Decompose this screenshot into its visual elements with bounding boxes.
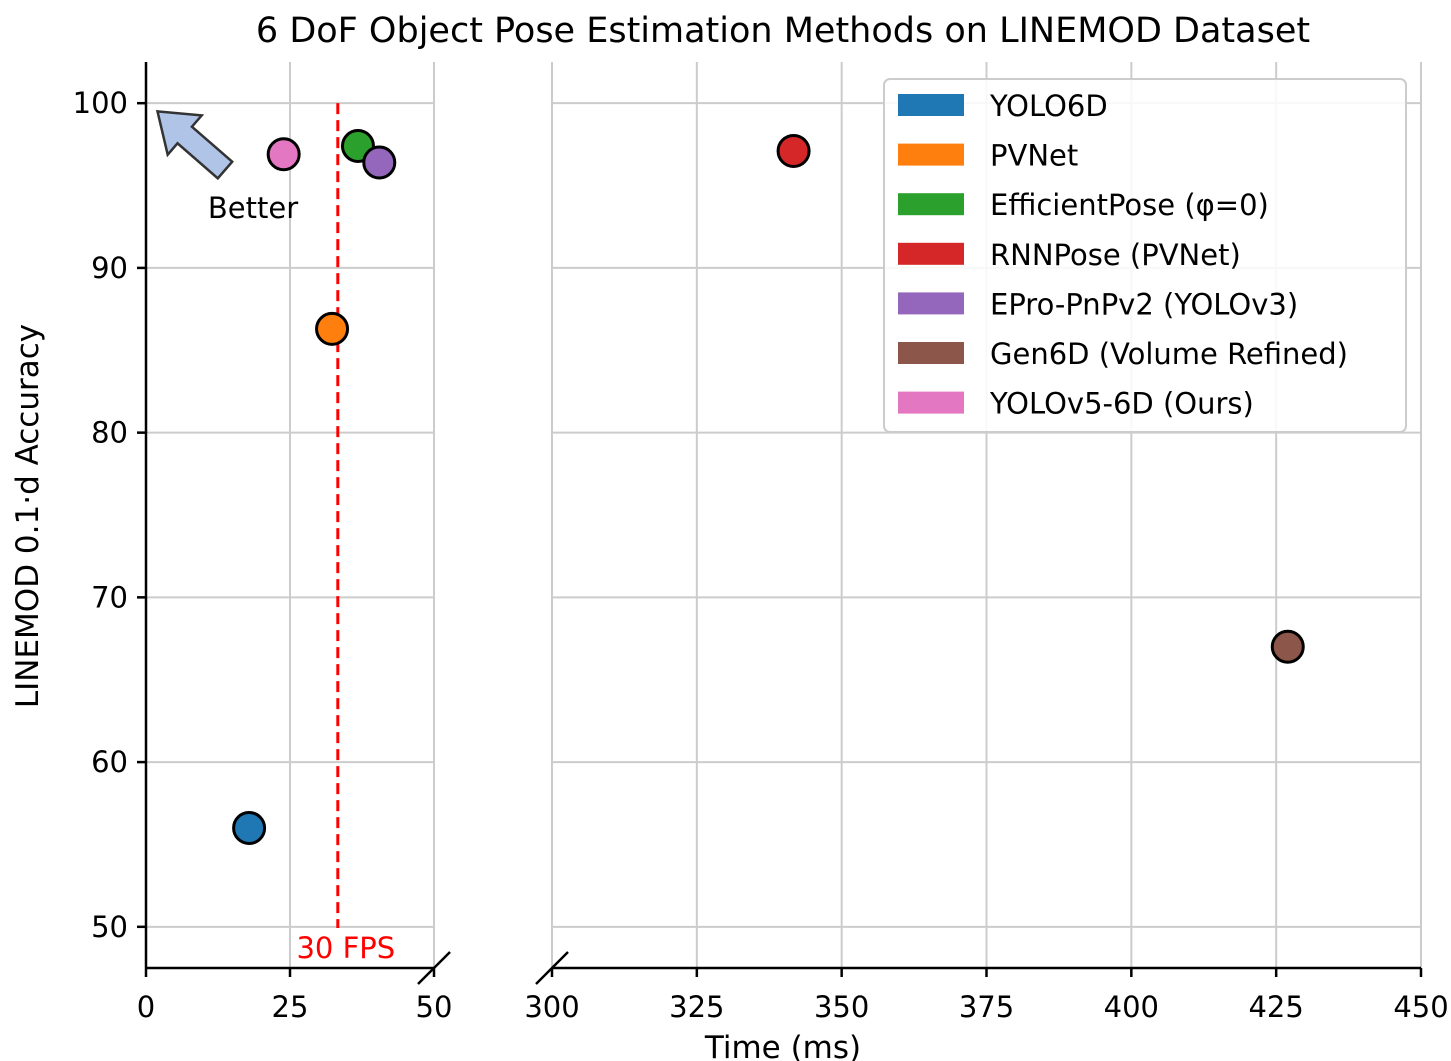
x-tick-label: 400 — [1104, 990, 1159, 1024]
legend-swatch — [898, 94, 964, 116]
better-arrow — [155, 109, 234, 181]
grid — [146, 62, 1422, 968]
x-tick-label: 350 — [814, 990, 869, 1024]
x-tick-label: 325 — [669, 990, 724, 1024]
x-tick-label: 0 — [137, 990, 155, 1024]
data-point — [362, 145, 397, 180]
x-tick-label: 25 — [272, 990, 309, 1024]
legend-swatch — [898, 193, 964, 216]
legend-entry: Gen6D (Volume Refined) — [990, 337, 1348, 371]
axis-break-left — [417, 951, 451, 985]
annotation-text: Better — [208, 191, 298, 225]
y-tick-label: 90 — [91, 251, 128, 285]
y-tick-label: 50 — [91, 910, 128, 944]
y-tick-label: 100 — [73, 86, 128, 120]
legend-swatch — [898, 292, 964, 315]
y-axis-label: LINEMOD 0.1·d Accuracy — [10, 324, 46, 708]
legend-entry: EfficientPose (φ=0) — [990, 188, 1269, 222]
x-tick-label: 50 — [416, 990, 453, 1024]
legend-entry: PVNet — [990, 139, 1078, 173]
data-point — [266, 137, 301, 172]
y-tick-label: 80 — [91, 416, 128, 450]
reference-line-group: 30 FPS — [296, 103, 395, 965]
chart-title: 6 DoF Object Pose Estimation Methods on … — [256, 11, 1310, 51]
axis-break-right — [535, 951, 569, 985]
annotation-group: Better — [155, 109, 298, 225]
x-tick-label: 375 — [959, 990, 1014, 1024]
legend: YOLO6D PVNet EfficientPose (φ=0) RNNPose (P… — [883, 78, 1407, 433]
data-point — [1270, 629, 1305, 664]
y-tick-label: 70 — [91, 580, 128, 614]
data-point — [232, 810, 267, 845]
axes: 50 60 70 80 90 100 0 25 50 300 325 350 375 400 425 450 — [73, 62, 1449, 1024]
legend-entry: RNNPose (PVNet) — [990, 238, 1241, 272]
x-tick-label: 450 — [1393, 990, 1448, 1024]
legend-entry: YOLOv5-6D (Ours) — [989, 387, 1254, 421]
legend-box — [883, 78, 1407, 433]
reference-line-label: 30 FPS — [296, 931, 395, 965]
y-tick-label: 60 — [91, 745, 128, 779]
data-point — [776, 133, 811, 168]
legend-entry: YOLO6D — [989, 89, 1108, 123]
legend-entry: EPro-PnPv2 (YOLOv3) — [990, 287, 1298, 321]
x-tick-label: 425 — [1248, 990, 1303, 1024]
legend-swatch — [898, 391, 964, 414]
data-points — [232, 129, 1305, 845]
x-tick-label: 300 — [524, 990, 579, 1024]
legend-swatch — [898, 342, 964, 364]
data-point — [315, 311, 350, 346]
x-axis-label: Time (ms) — [704, 1030, 861, 1061]
legend-swatch — [898, 242, 964, 265]
legend-swatch — [898, 143, 964, 166]
